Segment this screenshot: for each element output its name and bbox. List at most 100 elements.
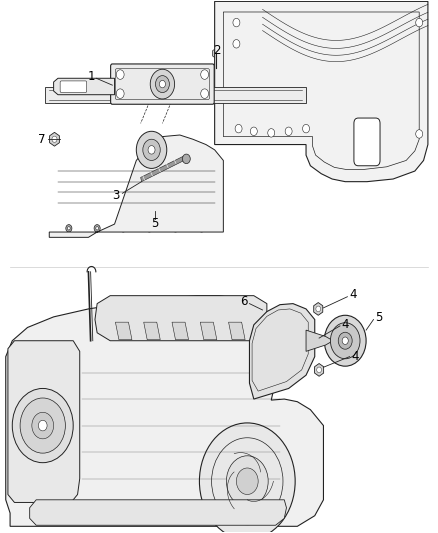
Circle shape [20,398,65,453]
Circle shape [201,70,208,79]
Bar [45,87,306,103]
FancyBboxPatch shape [60,81,87,93]
Circle shape [317,367,321,373]
Polygon shape [144,322,160,340]
Circle shape [150,69,175,99]
Circle shape [143,139,160,160]
Text: 3: 3 [113,189,120,203]
Circle shape [174,227,177,230]
Text: 5: 5 [151,216,158,230]
Circle shape [183,154,190,164]
Text: 2: 2 [212,44,220,56]
Circle shape [81,340,87,347]
Circle shape [52,136,57,142]
Circle shape [242,492,248,499]
Circle shape [164,338,170,345]
Circle shape [94,224,100,232]
Circle shape [233,18,240,27]
Circle shape [122,340,125,343]
Polygon shape [6,296,323,526]
Polygon shape [314,364,324,376]
Circle shape [311,338,316,344]
Circle shape [200,227,203,230]
Polygon shape [116,322,132,340]
Circle shape [166,340,168,343]
Circle shape [39,420,47,431]
Circle shape [285,127,292,135]
Circle shape [66,224,72,232]
Circle shape [67,227,70,230]
Circle shape [155,76,170,93]
Circle shape [173,224,179,232]
Circle shape [32,413,53,439]
Circle shape [164,492,170,499]
Text: 1: 1 [88,70,95,83]
Circle shape [12,389,73,463]
Polygon shape [309,334,318,347]
Circle shape [416,18,423,27]
Circle shape [235,124,242,133]
Text: 4: 4 [349,288,357,301]
Circle shape [81,491,87,498]
Circle shape [96,227,99,230]
Polygon shape [172,322,188,340]
Circle shape [201,89,208,99]
Circle shape [136,131,167,168]
Text: 4: 4 [342,318,349,332]
Circle shape [198,224,205,232]
Polygon shape [95,296,267,341]
Circle shape [146,224,152,232]
Circle shape [338,332,352,349]
Circle shape [120,492,126,499]
Polygon shape [306,330,333,351]
Circle shape [11,448,18,456]
Circle shape [122,227,125,230]
Circle shape [416,130,423,138]
Circle shape [342,337,348,344]
Circle shape [116,89,124,99]
Polygon shape [49,132,60,146]
Polygon shape [200,322,217,340]
Circle shape [116,70,124,79]
Circle shape [303,124,310,133]
Circle shape [207,492,213,499]
Circle shape [251,127,257,135]
Circle shape [268,128,275,137]
Circle shape [237,468,258,495]
Circle shape [11,395,18,403]
Polygon shape [314,303,323,316]
Circle shape [324,316,366,366]
Text: 6: 6 [240,295,247,308]
Polygon shape [250,304,315,399]
Text: 5: 5 [375,311,382,324]
Polygon shape [212,48,220,59]
Circle shape [159,80,166,88]
Circle shape [330,322,360,359]
Polygon shape [141,156,184,182]
Polygon shape [53,78,115,95]
Circle shape [215,51,219,56]
Polygon shape [30,500,286,525]
Polygon shape [49,135,223,237]
Text: 4: 4 [351,350,359,363]
Circle shape [166,494,168,497]
Circle shape [148,146,155,154]
Circle shape [122,494,125,497]
Polygon shape [215,2,428,182]
Circle shape [83,493,85,496]
Circle shape [199,423,295,533]
Circle shape [209,494,212,497]
Polygon shape [8,341,80,503]
Circle shape [120,224,126,232]
Circle shape [316,306,321,312]
Circle shape [148,227,151,230]
FancyBboxPatch shape [111,64,214,104]
Circle shape [13,450,16,454]
Polygon shape [229,322,245,340]
Circle shape [83,342,85,345]
Circle shape [244,494,247,497]
Circle shape [226,456,268,507]
Circle shape [233,39,240,48]
Circle shape [120,338,126,345]
Circle shape [13,398,16,401]
